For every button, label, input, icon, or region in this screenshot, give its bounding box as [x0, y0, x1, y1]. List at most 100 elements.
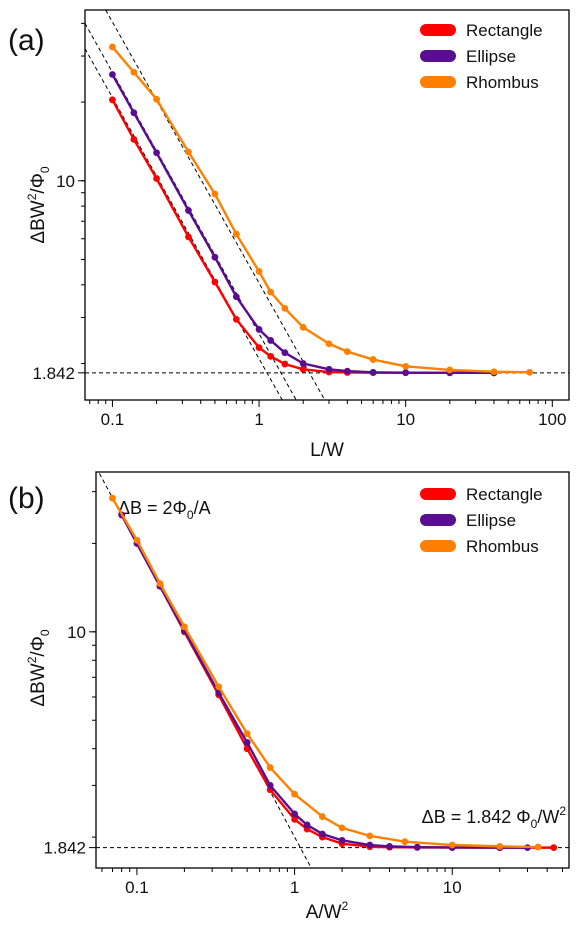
panel-a-series-rhombus-point: [233, 231, 240, 238]
panel-b-x-tick-label: 1: [290, 878, 299, 897]
panel-b-legend: Rectangle Ellipse Rhombus: [420, 485, 543, 556]
panel-a-series-rhombus-point: [300, 324, 307, 331]
panel-a-series-rhombus-point: [402, 363, 409, 370]
annot2-tail: /W: [537, 807, 559, 827]
panel-b-series-rhombus-point: [157, 580, 164, 587]
panel-a-series-ellipse-point: [212, 254, 219, 261]
panel-a-legend-swatch-rectangle: [420, 24, 456, 36]
panel-a-series-ellipse-point: [153, 149, 160, 156]
panel-a-series-rhombus-point: [267, 289, 274, 296]
annot1-tail: /A: [194, 498, 211, 518]
panel-b-annotation-saturation: ΔB = 1.842 Φ0/W2: [422, 804, 567, 831]
panel-b-ylabel-tail: /Φ: [28, 636, 49, 656]
panel-a-series-ellipse-point: [233, 293, 240, 300]
panel-a-legend-label-rectangle: Rectangle: [466, 21, 543, 40]
panel-a-series-rhombus-point: [130, 69, 137, 76]
panel-b-series-rectangle-point: [550, 844, 557, 851]
panel-b-xlabel: A/W2: [306, 899, 349, 923]
panel-b-series-rhombus-point: [449, 842, 456, 849]
panel-a-legend-label-ellipse: Ellipse: [466, 47, 516, 66]
panel-a-series-rhombus-point: [344, 348, 351, 355]
panel-b-series-ellipse-point: [304, 822, 311, 829]
panel-b-series-rhombus-point: [366, 832, 373, 839]
panel-b: (b) ΔBW2/Φ0 A/W2 ΔB = 2Φ0/A ΔB = 1.842 Φ…: [8, 455, 569, 923]
panel-a-ylabel: ΔBW2/Φ0: [25, 166, 52, 243]
panel-a-label: (a): [8, 24, 45, 57]
annot2-main: ΔB = 1.842 Φ: [422, 807, 531, 827]
panel-a-ylabel-sub: 0: [38, 166, 52, 173]
panel-a-series-rectangle-point: [153, 175, 160, 182]
panel-a-series-rhombus-point: [326, 340, 333, 347]
panel-a-series-ellipse-point: [109, 71, 116, 78]
panel-a: (a) ΔBW2/Φ0 L/W 0.1 1 10 100 1.842 10 Rectang…: [8, 10, 569, 461]
panel-a-series-rhombus-point: [153, 96, 160, 103]
panel-b-series-rhombus-point: [339, 824, 346, 831]
panel-a-series-ellipse-point: [370, 369, 377, 376]
panel-a-series-ellipse-point: [281, 349, 288, 356]
panel-a-legend-swatch-ellipse: [420, 50, 456, 62]
panel-a-y-tick-label: 10: [56, 172, 75, 191]
panel-b-series-rhombus-point: [181, 623, 188, 630]
panel-b-legend-label-ellipse: Ellipse: [466, 511, 516, 530]
panel-b-series-ellipse-point: [267, 782, 274, 789]
panel-b-series-rhombus-point: [401, 838, 408, 845]
panel-a-series-rhombus-point: [370, 356, 377, 363]
panel-a-series-ellipse-point: [300, 360, 307, 367]
panel-b-series-rhombus-point: [109, 495, 116, 502]
panel-b-annotation-inverse-area: ΔB = 2Φ0/A: [118, 498, 211, 522]
panel-a-series-rhombus-point: [212, 191, 219, 198]
panel-b-series-rhombus-point: [291, 791, 298, 798]
panel-a-series-rectangle-point: [267, 353, 274, 360]
panel-b-series-ellipse-point: [339, 837, 346, 844]
panel-a-series-ellipse-point: [344, 368, 351, 375]
panel-b-ylabel: ΔBW2/Φ0: [25, 629, 52, 706]
panel-b-series-rhombus-point: [215, 683, 222, 690]
panel-a-series-rhombus-point: [526, 369, 533, 376]
panel-a-series-rhombus-point: [256, 268, 263, 275]
panel-b-series-rhombus-point: [267, 764, 274, 771]
panel-b-series-rhombus-point: [535, 844, 542, 851]
panel-a-series-rectangle-point: [130, 136, 137, 143]
panel-a-x-tick-label: 10: [396, 410, 415, 429]
panel-b-legend-label-rhombus: Rhombus: [466, 537, 539, 556]
panel-a-series-rectangle-point: [212, 279, 219, 286]
svg-text:ΔBW2/Φ0: ΔBW2/Φ0: [25, 629, 52, 706]
panel-a-series-rhombus-point: [185, 148, 192, 155]
panel-b-y-tick-label: 1.842: [43, 839, 86, 858]
panel-a-x-tick-label: 1: [254, 410, 263, 429]
panel-a-series-rectangle-point: [281, 361, 288, 368]
panel-a-series-ellipse-point: [326, 366, 333, 373]
panel-b-x-tick-label: 0.1: [125, 878, 149, 897]
panel-b-series-ellipse-point: [366, 842, 373, 849]
panel-b-series-ellipse-point: [244, 739, 251, 746]
panel-a-series-rectangle-point: [256, 344, 263, 351]
panel-a-series-rectangle-point: [300, 366, 307, 373]
panel-a-legend-label-rhombus: Rhombus: [466, 73, 539, 92]
panel-a-series-ellipse-point: [402, 369, 409, 376]
panel-a-series-rectangle-line: [112, 100, 494, 373]
panel-a-series-rhombus-point: [109, 44, 116, 51]
panel-b-series-ellipse-line: [122, 515, 528, 848]
panel-b-series-rhombus-point: [244, 730, 251, 737]
annot1-main: ΔB = 2Φ: [118, 498, 187, 518]
panel-a-legend: Rectangle Ellipse Rhombus: [420, 21, 543, 92]
panel-a-series-rectangle-point: [185, 233, 192, 240]
panel-b-legend-swatch-rectangle: [420, 488, 456, 500]
panel-b-legend-label-rectangle: Rectangle: [466, 485, 543, 504]
panel-a-legend-swatch-rhombus: [420, 76, 456, 88]
panel-b-x-tick-label: 10: [443, 878, 462, 897]
panel-b-series-ellipse-point: [386, 843, 393, 850]
panel-a-y-tick-label: 1.842: [32, 364, 75, 383]
panel-a-series-ellipse-point: [185, 207, 192, 214]
panel-b-series-rectangle-line: [122, 515, 554, 848]
panel-b-legend-swatch-ellipse: [420, 514, 456, 526]
svg-text:ΔBW2/Φ0: ΔBW2/Φ0: [25, 166, 52, 243]
panel-b-series-ellipse-point: [414, 844, 421, 851]
panel-b-label: (b): [8, 482, 45, 515]
panel-b-xlabel-sup: 2: [342, 899, 349, 913]
panel-b-legend-swatch-rhombus: [420, 540, 456, 552]
panel-a-xlabel: L/W: [310, 440, 344, 461]
panel-b-series-rhombus-point: [496, 843, 503, 850]
panel-b-series-ellipse-point: [319, 831, 326, 838]
